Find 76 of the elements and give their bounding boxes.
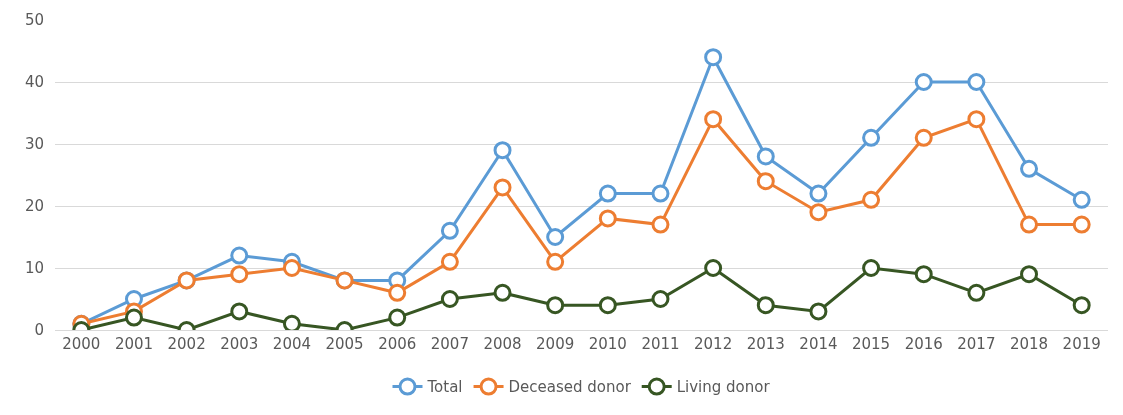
y-tick-label: 20: [24, 197, 44, 216]
legend-label: Total: [426, 378, 463, 397]
point: [598, 296, 617, 315]
point: [1072, 215, 1091, 234]
point: [546, 228, 565, 246]
y-tick-label: 50: [24, 11, 44, 30]
point: [230, 265, 249, 284]
y-tick-label: 30: [24, 135, 44, 154]
point: [704, 48, 723, 67]
point: [914, 73, 933, 91]
point: [651, 215, 670, 234]
x-tick-label: 2002: [167, 335, 206, 353]
point: [493, 283, 512, 302]
point: [809, 184, 828, 203]
x-tick-label: 2006: [378, 335, 417, 353]
y-tick-label: 0: [34, 321, 44, 340]
x-tick-label: 2018: [1009, 335, 1049, 353]
point: [651, 184, 670, 203]
point: [862, 190, 881, 209]
point: [809, 203, 828, 222]
x-tick-label: 2012: [694, 335, 733, 353]
point: [124, 308, 143, 327]
x-tick-label: 2004: [272, 335, 312, 353]
point: [282, 314, 301, 330]
point: [914, 128, 933, 147]
point: [1020, 215, 1039, 234]
point: [230, 246, 249, 265]
x-tick-label: 2008: [483, 335, 522, 353]
point: [862, 128, 881, 147]
y-tick-label: 10: [24, 259, 44, 278]
point: [967, 73, 986, 91]
x-tick-label: 2000: [62, 335, 101, 353]
point: [809, 302, 828, 321]
point: [440, 252, 459, 271]
point: [388, 308, 407, 327]
point: [967, 283, 986, 302]
point: [651, 290, 670, 308]
point: [440, 221, 459, 240]
point: [598, 209, 617, 228]
x-tick-label: 2003: [220, 335, 259, 353]
point: [756, 172, 775, 191]
point: [598, 184, 617, 203]
x-tick-label: 2009: [536, 335, 575, 353]
point: [546, 296, 565, 315]
x-tick-label: 2017: [957, 335, 996, 353]
point: [704, 110, 723, 129]
point: [282, 259, 301, 277]
x-tick-label: 2014: [799, 335, 838, 353]
point: [493, 178, 512, 197]
point: [914, 265, 933, 284]
point: [1072, 190, 1091, 209]
x-tick-label: 2019: [1062, 335, 1101, 353]
point: [1072, 296, 1091, 315]
point: [1020, 265, 1039, 284]
legend-label: Living donor: [676, 378, 771, 397]
point: [230, 302, 249, 321]
point: [967, 110, 986, 129]
x-tick-label: 2001: [114, 335, 154, 353]
point: [862, 259, 881, 277]
point: [493, 141, 512, 160]
x-tick-label: 2005: [325, 335, 364, 353]
point: [546, 252, 565, 271]
x-tick-label: 2010: [588, 335, 627, 353]
point: [704, 259, 723, 277]
x-tick-label: 2011: [641, 335, 680, 353]
x-tick-label: 2016: [904, 335, 943, 353]
y-tick-label: 40: [24, 73, 44, 92]
point: [756, 147, 775, 166]
point: [756, 296, 775, 315]
legend-label: Deceased donor: [508, 378, 632, 397]
x-tick-label: 2015: [851, 335, 891, 353]
x-tick-label: 2013: [746, 335, 785, 353]
point: [1020, 159, 1039, 178]
point: [440, 290, 459, 308]
point: [388, 283, 407, 302]
x-tick-label: 2007: [430, 335, 469, 353]
